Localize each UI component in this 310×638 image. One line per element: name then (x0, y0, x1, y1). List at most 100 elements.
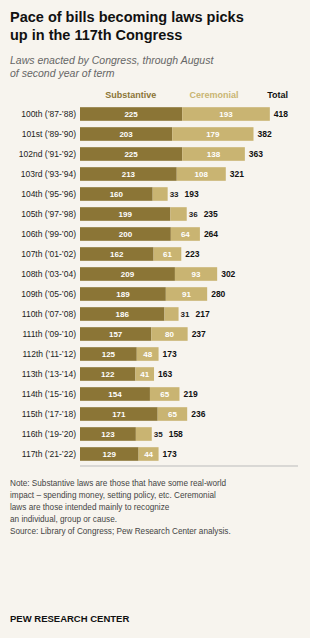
data-label: 179 (206, 130, 220, 139)
bar-ceremonial (151, 327, 187, 341)
total-label: 264 (204, 229, 218, 239)
bar-ceremonial (150, 387, 180, 401)
title-line: up in the 117th Congress (10, 27, 182, 43)
y-tick-label: 108th (’03-’04) (21, 269, 76, 279)
total-label: 219 (183, 389, 197, 399)
data-label: 138 (207, 150, 221, 159)
y-tick-label: 107th (’01-’02) (21, 249, 76, 259)
subtitle-line: Laws enacted by Congress, through August (10, 54, 214, 66)
bar-substantive (80, 387, 150, 401)
y-tick-label: 106th (’99-’00) (21, 229, 76, 239)
data-label: 61 (163, 250, 172, 259)
legend-label: Substantive (105, 90, 156, 100)
data-label: 157 (109, 330, 123, 339)
y-tick-label: 104th (’95-’96) (21, 189, 76, 199)
bar-substantive (80, 447, 139, 461)
note-line: Note: Substantive laws are those that ha… (10, 479, 227, 488)
y-tick-label: 105th (’97-’98) (21, 209, 76, 219)
y-tick-label: 103rd (’93-’94) (21, 169, 76, 179)
y-tick-label: 101st (’89-’90) (22, 129, 77, 139)
note-line: laws are those intended mainly to recogn… (10, 503, 170, 512)
bar-substantive (80, 427, 136, 441)
total-label: 236 (191, 409, 205, 419)
data-label: 213 (122, 170, 136, 179)
labels: 100th (’87-’88)225193418101st (’89-’90)2… (19, 109, 288, 459)
data-label: 31 (181, 310, 190, 319)
y-tick-label: 112th (’11-’12) (22, 349, 76, 359)
total-label: 382 (257, 129, 271, 139)
data-label: 225 (124, 110, 138, 119)
total-label: 302 (221, 269, 235, 279)
bar-ceremonial (170, 207, 186, 221)
data-label: 209 (121, 270, 135, 279)
legend-label: Total (267, 90, 288, 100)
bar-substantive (80, 127, 172, 141)
total-label: 173 (163, 349, 177, 359)
total-label: 321 (230, 169, 244, 179)
chart: Pace of bills becoming laws picksup in t… (0, 0, 310, 638)
bar-substantive (80, 347, 137, 361)
data-label: 125 (102, 350, 116, 359)
subtitle: Laws enacted by Congress, through August… (10, 54, 214, 79)
total-label: 173 (163, 449, 177, 459)
bar-substantive (80, 147, 182, 161)
bar-substantive (80, 267, 175, 281)
background (0, 0, 310, 638)
data-label: 160 (110, 190, 124, 199)
y-tick-label: 115th (’17-’18) (22, 409, 76, 419)
footer: PEW RESEARCH CENTER (10, 613, 129, 624)
data-label: 108 (195, 170, 209, 179)
data-label: 36 (189, 210, 198, 219)
total-label: 418 (274, 109, 288, 119)
total-label: 163 (158, 369, 172, 379)
data-label: 65 (160, 390, 169, 399)
total-label: 237 (192, 329, 206, 339)
data-label: 189 (116, 290, 130, 299)
bar-ceremonial (175, 267, 217, 281)
bar-ceremonial (158, 407, 188, 421)
x-axis (80, 466, 298, 467)
data-label: 171 (112, 410, 126, 419)
bar-ceremonial (182, 147, 245, 161)
data-label: 162 (110, 250, 124, 259)
note-line: Source: Library of Congress; Pew Researc… (10, 527, 231, 536)
subtitle-line: of second year of term (10, 67, 115, 79)
y-tick-label: 109th (’05-’06) (21, 289, 76, 299)
y-tick-label: 102nd (’91-’92) (19, 149, 76, 159)
data-label: 44 (144, 450, 153, 459)
data-label: 41 (140, 370, 149, 379)
bar-substantive (80, 227, 171, 241)
bar-ceremonial (139, 447, 159, 461)
bar-ceremonial (182, 107, 270, 121)
y-tick-label: 100th (’87-’88) (21, 109, 76, 119)
bar-ceremonial (136, 427, 152, 441)
bar-substantive (80, 167, 177, 181)
y-tick-label: 111th (’09-’10) (22, 329, 76, 339)
data-label: 64 (181, 230, 190, 239)
total-label: 280 (211, 289, 225, 299)
data-label: 186 (116, 310, 130, 319)
data-label: 91 (182, 290, 191, 299)
data-label: 93 (192, 270, 201, 279)
bar-substantive (80, 207, 170, 221)
bar-ceremonial (164, 307, 178, 321)
bar-ceremonial (154, 247, 182, 261)
data-label: 154 (108, 390, 122, 399)
y-tick-label: 116th (’19-’20) (22, 429, 76, 439)
total-label: 223 (185, 249, 199, 259)
bar-ceremonial (135, 367, 154, 381)
total-label: 363 (249, 149, 263, 159)
data-label: 33 (170, 190, 179, 199)
data-label: 199 (119, 210, 133, 219)
bar-ceremonial (166, 287, 207, 301)
bar-substantive (80, 327, 151, 341)
bar-ceremonial (177, 167, 226, 181)
bar-substantive (80, 287, 166, 301)
note-line: impact – spending money, setting policy,… (10, 491, 216, 500)
bar-ceremonial (171, 227, 200, 241)
data-label: 203 (119, 130, 133, 139)
data-label: 80 (165, 330, 174, 339)
data-label: 200 (119, 230, 133, 239)
y-tick-label: 117th (’21-’22) (22, 449, 76, 459)
total-label: 158 (169, 429, 183, 439)
